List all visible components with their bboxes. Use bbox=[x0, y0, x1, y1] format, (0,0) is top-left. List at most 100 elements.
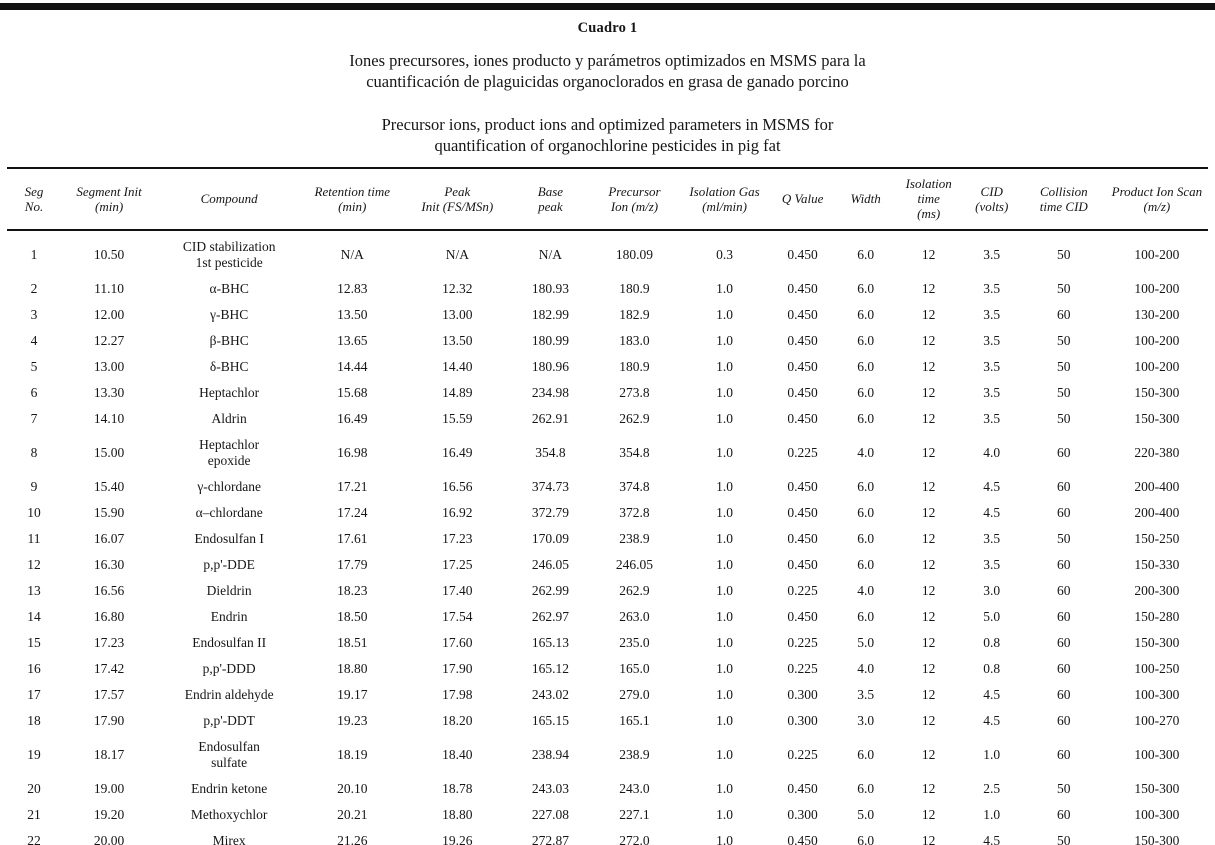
table-cell: 6.0 bbox=[857, 411, 875, 426]
table-row: 12 16.30 p,p'-DDE 17.79 17.25 246.05 246.05 1.0… bbox=[7, 552, 1208, 578]
column-header: Width bbox=[850, 191, 881, 206]
table-cell: 12.32 bbox=[442, 281, 473, 296]
table-cell: 12 bbox=[921, 687, 936, 702]
table-cell: 19 bbox=[27, 747, 41, 762]
table-cell: 272.0 bbox=[619, 833, 650, 845]
table-cell: 1.0 bbox=[716, 557, 733, 572]
table-cell: 17.79 bbox=[337, 557, 368, 572]
table-row: 11 16.07 Endosulfan I 17.61 17.23 170.09 238.9… bbox=[7, 526, 1208, 552]
table-cell: 182.9 bbox=[619, 307, 650, 322]
table-cell: 182.99 bbox=[531, 307, 569, 322]
table-cell: 243.03 bbox=[531, 781, 569, 796]
table-cell: 12 bbox=[921, 445, 936, 460]
table-cell: 16.80 bbox=[93, 609, 125, 624]
table-cell: 18.50 bbox=[337, 609, 368, 624]
table-cell: 1.0 bbox=[983, 747, 1001, 762]
table-cell: 6.0 bbox=[857, 479, 875, 494]
table-cell: 3.5 bbox=[983, 247, 1001, 262]
table-cell: 4.5 bbox=[983, 505, 1001, 520]
table-cell: 1.0 bbox=[983, 807, 1001, 822]
table-cell: 5.0 bbox=[857, 807, 875, 822]
table-cell: 18.19 bbox=[337, 747, 368, 762]
table-cell: 6.0 bbox=[857, 281, 875, 296]
table-cell: 0.3 bbox=[716, 247, 733, 262]
table-cell: 13 bbox=[27, 583, 41, 598]
table-cell: 17.23 bbox=[442, 531, 473, 546]
table-cell: 0.450 bbox=[787, 833, 818, 845]
table-cell: 227.08 bbox=[531, 807, 569, 822]
table-cell: Endrin bbox=[210, 609, 248, 624]
table-cell: 279.0 bbox=[619, 687, 650, 702]
table-cell: 3.5 bbox=[983, 531, 1001, 546]
column-header: Seg No. bbox=[24, 183, 44, 214]
column-header: Precursor Ion (m/z) bbox=[608, 183, 661, 214]
table-cell: 4.0 bbox=[857, 445, 875, 460]
table-cell: 12 bbox=[921, 281, 936, 296]
table-row: 14 16.80 Endrin 18.50 17.54 262.97 263.0 1.0 0.4… bbox=[7, 604, 1208, 630]
table-cell: 14.44 bbox=[337, 359, 368, 374]
table-cell: 60 bbox=[1057, 807, 1071, 822]
table-cell: 6.0 bbox=[857, 505, 875, 520]
table-cell: 3.0 bbox=[983, 583, 1001, 598]
table-cell: 50 bbox=[1057, 781, 1071, 796]
table-cell: 165.15 bbox=[531, 713, 569, 728]
table-cell: 0.450 bbox=[787, 531, 818, 546]
table-cell: 17.40 bbox=[442, 583, 473, 598]
table-row: 6 13.30 Heptachlor 15.68 14.89 234.98 273.8 1.0… bbox=[7, 380, 1208, 406]
table-cell: 0.450 bbox=[787, 281, 818, 296]
table-cell: 16 bbox=[27, 661, 41, 676]
table-cell: 6.0 bbox=[857, 385, 875, 400]
table-cell: 150-300 bbox=[1134, 833, 1180, 845]
table-cell: 21.26 bbox=[337, 833, 368, 845]
table-cell: 60 bbox=[1057, 687, 1071, 702]
table-cell: 5.0 bbox=[983, 609, 1001, 624]
table-cell: 0.225 bbox=[787, 747, 818, 762]
table-cell: 12 bbox=[921, 583, 936, 598]
table-cell: 100-270 bbox=[1134, 713, 1180, 728]
table-cell: 180.9 bbox=[619, 281, 650, 296]
table-cell: 1.0 bbox=[716, 479, 733, 494]
table-cell: 15.59 bbox=[442, 411, 473, 426]
table-cell: 243.02 bbox=[531, 687, 569, 702]
table-cell: 18 bbox=[27, 713, 41, 728]
table-title-english: Precursor ions, product ions and optimiz… bbox=[381, 115, 834, 155]
table-row: 20 19.00 Endrin ketone 20.10 18.78 243.03 243.… bbox=[7, 776, 1208, 802]
table-cell: β-BHC bbox=[209, 333, 249, 348]
table-cell: 200-400 bbox=[1134, 505, 1180, 520]
table-cell: 12 bbox=[921, 333, 936, 348]
table-cell: 246.05 bbox=[531, 557, 569, 572]
table-cell: 1.0 bbox=[716, 713, 733, 728]
table-cell: 13.30 bbox=[93, 385, 125, 400]
table-cell: 246.05 bbox=[615, 557, 654, 572]
table-cell: 6.0 bbox=[857, 781, 875, 796]
table-cell: p,p'-DDT bbox=[203, 713, 255, 728]
table-cell: 50 bbox=[1057, 385, 1071, 400]
table-cell: N/A bbox=[340, 247, 364, 262]
table-cell: 60 bbox=[1057, 747, 1071, 762]
table-cell: 50 bbox=[1057, 411, 1071, 426]
parameters-table: Seg No. Segment Init (min) Compound Retenti… bbox=[7, 167, 1208, 845]
table-cell: 0.450 bbox=[787, 333, 818, 348]
table-cell: 15 bbox=[27, 635, 41, 650]
table-cell: 5.0 bbox=[857, 635, 875, 650]
table-cell: 60 bbox=[1057, 583, 1071, 598]
table-cell: 12 bbox=[921, 661, 936, 676]
table-cell: 6.0 bbox=[857, 333, 875, 348]
table-cell: Mirex bbox=[212, 833, 246, 845]
table-cell: 17.24 bbox=[337, 505, 368, 520]
table-cell: 262.99 bbox=[531, 583, 569, 598]
table-cell: 12 bbox=[921, 781, 936, 796]
table-cell: 100-300 bbox=[1134, 807, 1180, 822]
table-cell: 1.0 bbox=[716, 661, 733, 676]
column-header: Isolation Gas (ml/min) bbox=[689, 183, 760, 214]
table-cell: γ-BHC bbox=[210, 307, 249, 322]
table-cell: 0.450 bbox=[787, 247, 818, 262]
table-cell: 50 bbox=[1057, 359, 1071, 374]
header-row: Seg No. Segment Init (min) Compound Retenti… bbox=[7, 168, 1208, 230]
table-cell: 16.07 bbox=[93, 531, 125, 546]
table-cell: 19.20 bbox=[93, 807, 125, 822]
table-cell: 11 bbox=[27, 531, 41, 546]
table-row: 8 15.00 Heptachlor epoxide 16.98 16.49 354.8 3… bbox=[7, 432, 1208, 474]
table-cell: 12.27 bbox=[93, 333, 125, 348]
table-cell: 14.40 bbox=[442, 359, 473, 374]
